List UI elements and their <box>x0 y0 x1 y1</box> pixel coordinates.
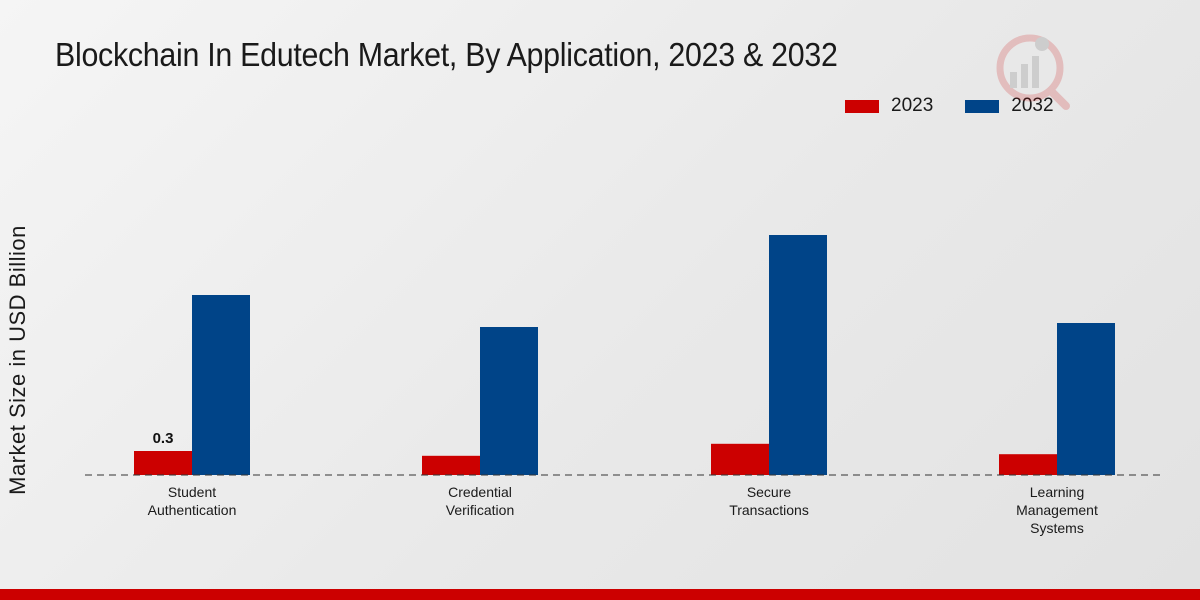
legend-item-2032: 2032 <box>965 95 1054 117</box>
bar-2023-0 <box>134 451 192 475</box>
chart-title: Blockchain In Edutech Market, By Applica… <box>55 36 838 73</box>
data-label-0: 0.3 <box>153 430 174 447</box>
bar-2032-3 <box>1057 323 1115 475</box>
labels-group: Student Authentication Credential Verificat… <box>148 430 1098 536</box>
x-tick-label-3-0: Learning <box>1030 484 1085 500</box>
bar-2023-2 <box>711 443 769 475</box>
legend-swatch-2032 <box>965 99 1000 113</box>
x-tick-label-2-1: Transactions <box>729 502 809 518</box>
x-tick-label-0-0: Student <box>168 484 216 500</box>
bar-2032-1 <box>480 327 538 475</box>
legend-label-2032: 2032 <box>1011 95 1054 116</box>
bar-2032-2 <box>769 235 827 475</box>
x-tick-label-2-0: Secure <box>747 484 792 500</box>
bars-group <box>134 235 1115 475</box>
x-tick-label-3-2: Systems <box>1030 520 1084 536</box>
legend-item-2023: 2023 <box>845 95 933 117</box>
legend: 2023 2032 <box>845 95 1086 117</box>
x-tick-label-0-1: Authentication <box>148 502 237 518</box>
bar-2023-3 <box>999 454 1057 475</box>
brand-logo-icon <box>996 34 1070 110</box>
bar-2032-0 <box>192 295 250 475</box>
x-tick-label-1-0: Credential <box>448 484 512 500</box>
x-tick-label-3-1: Management <box>1016 502 1098 518</box>
legend-label-2023: 2023 <box>891 95 934 116</box>
bar-2023-1 <box>422 455 480 475</box>
footer-accent-bar <box>0 589 1200 600</box>
x-tick-label-1-1: Verification <box>446 502 514 518</box>
legend-swatch-2023 <box>845 99 879 113</box>
